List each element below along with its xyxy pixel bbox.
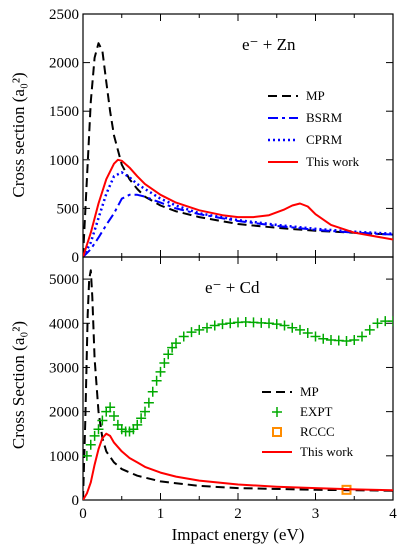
legend-label: This work — [306, 154, 360, 169]
plot-area — [83, 269, 393, 500]
data-point — [147, 386, 158, 397]
series-bsrm — [83, 193, 393, 257]
series-this-work — [83, 432, 393, 500]
data-point — [151, 375, 162, 386]
data-point — [318, 333, 329, 344]
data-point — [105, 402, 116, 413]
legend-marker — [272, 407, 282, 417]
panel-cd: 0 1000 2000 3000 4000 5000 0 1 2 3 4 MP EXPT RCCC Thi… — [9, 256, 397, 522]
data-point — [202, 322, 212, 333]
data-point — [143, 397, 154, 408]
panel-zn: 0 500 1000 1500 2000 2500 MP BSRM CPRM This work… — [9, 7, 394, 266]
data-point — [349, 335, 360, 346]
data-point — [89, 430, 100, 441]
plot-area — [83, 42, 393, 257]
legend-label: MP — [300, 384, 319, 399]
ytick-label: 1000 — [49, 449, 79, 465]
data-point — [388, 316, 393, 327]
series-mp — [83, 269, 393, 500]
data-point — [225, 318, 236, 329]
data-point — [171, 338, 181, 349]
legend-marker — [272, 427, 282, 437]
data-point — [287, 322, 298, 333]
legend-label: BSRM — [306, 110, 343, 125]
ylabel-zn: Cross section (a₀²) — [9, 72, 28, 197]
data-point — [85, 439, 96, 450]
series-zn — [83, 42, 393, 257]
data-point — [194, 324, 205, 335]
ytick-label: 2000 — [49, 405, 79, 421]
xlabel: Impact energy (eV) — [172, 525, 305, 544]
xtick-label: 2 — [234, 506, 242, 522]
panel-label-cd: e⁻ + Cd — [205, 278, 260, 297]
series-mp — [83, 42, 393, 257]
data-point — [93, 424, 104, 435]
data-point — [295, 324, 305, 335]
ytick-label: 5000 — [49, 272, 79, 288]
ytick-label: 0 — [72, 493, 80, 509]
data-point — [132, 419, 143, 430]
legend-item-expt: EXPT — [272, 404, 333, 419]
ytick-label: 1000 — [49, 153, 79, 169]
data-point — [163, 349, 174, 360]
data-point — [209, 320, 220, 331]
xtick-label: 0 — [79, 506, 87, 522]
xtick-label: 1 — [157, 506, 165, 522]
ytick-label: 2000 — [49, 56, 79, 72]
series-this-work — [83, 158, 393, 257]
ytick-label: 500 — [57, 201, 80, 217]
ylabel-cd: Cross Section (a₀²) — [9, 321, 28, 449]
series-cprm — [83, 171, 393, 257]
legend-label: MP — [306, 88, 325, 103]
legend-item-this-work: This work — [268, 154, 360, 169]
legend-label: This work — [300, 444, 354, 459]
data-point — [159, 358, 170, 369]
ytick-label: 4000 — [49, 316, 79, 332]
ytick-label: 0 — [72, 250, 80, 266]
data-point — [136, 413, 147, 424]
xtick-label: 3 — [312, 506, 320, 522]
legend-label: CPRM — [306, 132, 343, 147]
legend-label: RCCC — [300, 424, 335, 439]
data-point — [109, 411, 119, 422]
series-expt — [83, 316, 393, 461]
data-point — [341, 335, 352, 346]
data-point — [364, 324, 375, 335]
legend-label: EXPT — [300, 404, 333, 419]
legend-item-cprm: CPRM — [268, 132, 343, 147]
data-point — [302, 327, 313, 338]
legend-cd: MP EXPT RCCC This work — [262, 384, 354, 459]
legend-item-bsrm: BSRM — [268, 110, 343, 125]
data-point — [357, 331, 367, 342]
data-point — [186, 327, 197, 338]
data-point — [279, 320, 290, 331]
legend-item-this-work: This work — [262, 444, 354, 459]
data-point — [140, 406, 150, 417]
panel-label-zn: e⁻ + Zn — [242, 35, 296, 54]
data-point — [83, 450, 92, 461]
legend-item-mp: MP — [262, 384, 319, 399]
legend-item-mp: MP — [268, 88, 325, 103]
xtick-label: 4 — [389, 506, 397, 522]
legend-item-rccc: RCCC — [272, 424, 335, 439]
data-point — [310, 331, 321, 342]
ytick-label: 1500 — [49, 104, 79, 120]
series-cd — [83, 269, 393, 500]
data-point — [271, 319, 282, 330]
data-point — [155, 366, 166, 377]
data-point — [217, 319, 228, 330]
data-point — [97, 415, 108, 426]
legend-zn: MP BSRM CPRM This work — [268, 88, 360, 169]
data-point — [372, 318, 383, 329]
data-point — [178, 331, 189, 342]
ticks-cd: 0 1000 2000 3000 4000 5000 0 1 2 3 4 — [49, 257, 397, 522]
ytick-label: 3000 — [49, 360, 79, 376]
data-point — [264, 318, 274, 329]
ytick-label: 2500 — [49, 7, 79, 23]
